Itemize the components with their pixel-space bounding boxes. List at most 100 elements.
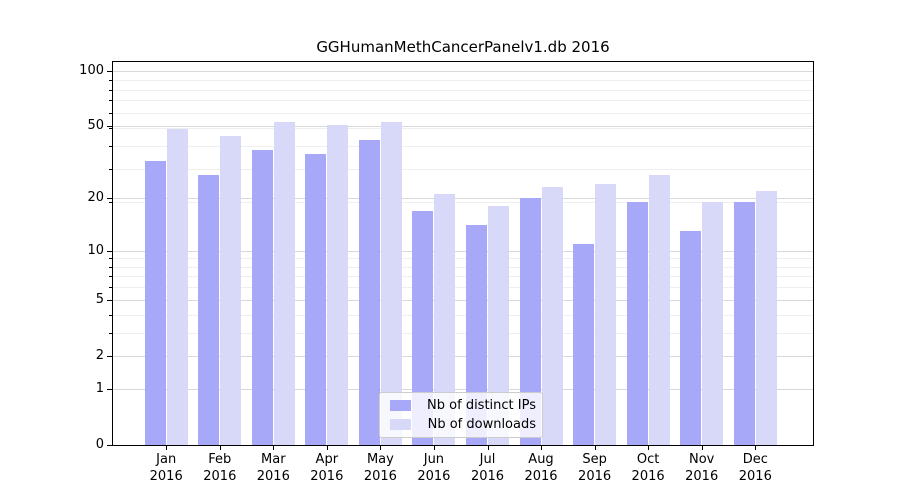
y-tick-minor: [109, 202, 112, 203]
bar-distinct-ips-aug: [519, 198, 541, 445]
bar-distinct-ips-apr: [305, 154, 327, 445]
legend-row: Nb of downloads: [390, 417, 536, 432]
y-gridline-major: [113, 355, 813, 357]
x-tick-label-sep: Sep 2016: [578, 452, 612, 484]
y-tick-minor: [109, 169, 112, 171]
y-tick-label: 0: [95, 437, 104, 452]
x-tick: [648, 445, 650, 450]
bar-distinct-ips-may: [358, 139, 380, 445]
y-tick-label: 1: [95, 380, 104, 396]
legend-swatch-downloads: [390, 419, 411, 430]
y-gridline-minor: [113, 202, 813, 203]
x-tick-label-mar: Mar 2016: [256, 452, 290, 484]
x-tick-label-jul: Jul 2016: [470, 452, 505, 484]
y-gridline-major: [113, 388, 813, 390]
y-gridline-minor: [113, 89, 813, 91]
y-gridline-minor: [113, 314, 813, 316]
y-tick-major: [107, 70, 112, 72]
bar-downloads-oct: [648, 174, 670, 445]
bar-distinct-ips-dec: [733, 202, 755, 445]
bar-distinct-ips-nov: [680, 231, 702, 445]
y-tick-minor: [109, 314, 112, 316]
y-gridline-minor: [113, 100, 813, 102]
y-tick-minor: [109, 80, 112, 81]
x-tick: [541, 445, 542, 450]
bar-distinct-ips-jul: [466, 225, 487, 445]
bar-downloads-aug: [541, 187, 563, 445]
bar-distinct-ips-jun: [412, 210, 434, 445]
bar-downloads-may: [380, 121, 402, 445]
y-tick-major: [107, 250, 112, 252]
x-tick: [433, 445, 435, 450]
bar-downloads-dec: [755, 190, 777, 445]
plot-area: [112, 61, 814, 446]
x-tick: [273, 445, 275, 450]
x-tick: [380, 445, 382, 450]
x-tick: [755, 445, 757, 450]
x-tick-label-oct: Oct 2016: [631, 452, 665, 484]
bar-downloads-mar: [273, 121, 295, 445]
bar-downloads-feb: [220, 136, 242, 445]
bar-downloads-nov: [702, 202, 724, 445]
y-gridline-major: [113, 70, 813, 72]
x-tick-label-jun: Jun 2016: [417, 452, 451, 484]
y-tick-major: [107, 355, 112, 357]
legend-row: Nb of distinct IPs: [390, 398, 536, 413]
y-tick-minor: [109, 287, 112, 289]
y-gridline-minor: [113, 276, 813, 278]
bar-downloads-jun: [434, 194, 456, 445]
y-tick-minor: [109, 100, 112, 102]
y-gridline-major: [113, 299, 813, 301]
bar-distinct-ips-sep: [573, 243, 595, 445]
y-gridline-minor: [113, 80, 813, 81]
y-gridline-major: [113, 250, 813, 252]
bar-downloads-apr: [327, 124, 349, 445]
y-gridline-minor: [113, 169, 813, 171]
y-tick-major: [107, 126, 112, 128]
y-gridline-minor: [113, 332, 813, 334]
y-gridline-major: [113, 126, 813, 128]
bar-downloads-jan: [166, 129, 188, 445]
y-tick-major: [107, 388, 112, 390]
bar-distinct-ips-oct: [626, 202, 648, 445]
y-tick-minor: [109, 332, 112, 334]
y-tick-minor: [109, 112, 112, 114]
x-tick: [166, 445, 168, 450]
x-tick-label-may: May 2016: [363, 452, 397, 484]
y-tick-label: 20: [87, 190, 104, 206]
y-tick-label: 5: [95, 291, 104, 307]
x-tick-label-aug: Aug 2016: [524, 452, 558, 484]
x-tick-label-apr: Apr 2016: [310, 452, 344, 484]
bar-distinct-ips-jan: [144, 161, 166, 445]
y-tick-minor: [109, 276, 112, 278]
y-gridline-minor: [113, 258, 813, 260]
bar-downloads-jul: [488, 206, 509, 445]
y-tick-label: 50: [87, 118, 104, 134]
x-tick-label-feb: Feb 2016: [203, 452, 237, 484]
x-tick-label-nov: Nov 2016: [685, 452, 719, 484]
y-tick-major: [107, 198, 112, 200]
y-tick-minor: [109, 127, 112, 129]
x-tick: [219, 445, 221, 450]
y-tick-minor: [109, 266, 112, 268]
bar-distinct-ips-feb: [198, 174, 220, 445]
bar-distinct-ips-mar: [251, 150, 273, 445]
y-gridline-minor: [113, 127, 813, 129]
y-gridline-major: [113, 198, 813, 200]
legend: Nb of distinct IPs Nb of downloads: [379, 392, 543, 438]
y-tick-label: 2: [95, 347, 104, 363]
x-tick-label-jan: Jan 2016: [149, 452, 183, 484]
y-tick-minor: [109, 145, 112, 147]
y-tick-label: 100: [79, 62, 104, 78]
y-gridline-minor: [113, 112, 813, 114]
y-tick-major: [107, 445, 112, 446]
y-tick-label: 10: [87, 242, 104, 258]
y-tick-major: [107, 299, 112, 301]
legend-label-downloads: Nb of downloads: [427, 417, 536, 432]
y-tick-minor: [109, 89, 112, 91]
legend-label-distinct-ips: Nb of distinct IPs: [427, 398, 536, 413]
y-gridline-minor: [113, 266, 813, 268]
x-tick-label-dec: Dec 2016: [738, 452, 772, 484]
y-gridline-minor: [113, 287, 813, 289]
